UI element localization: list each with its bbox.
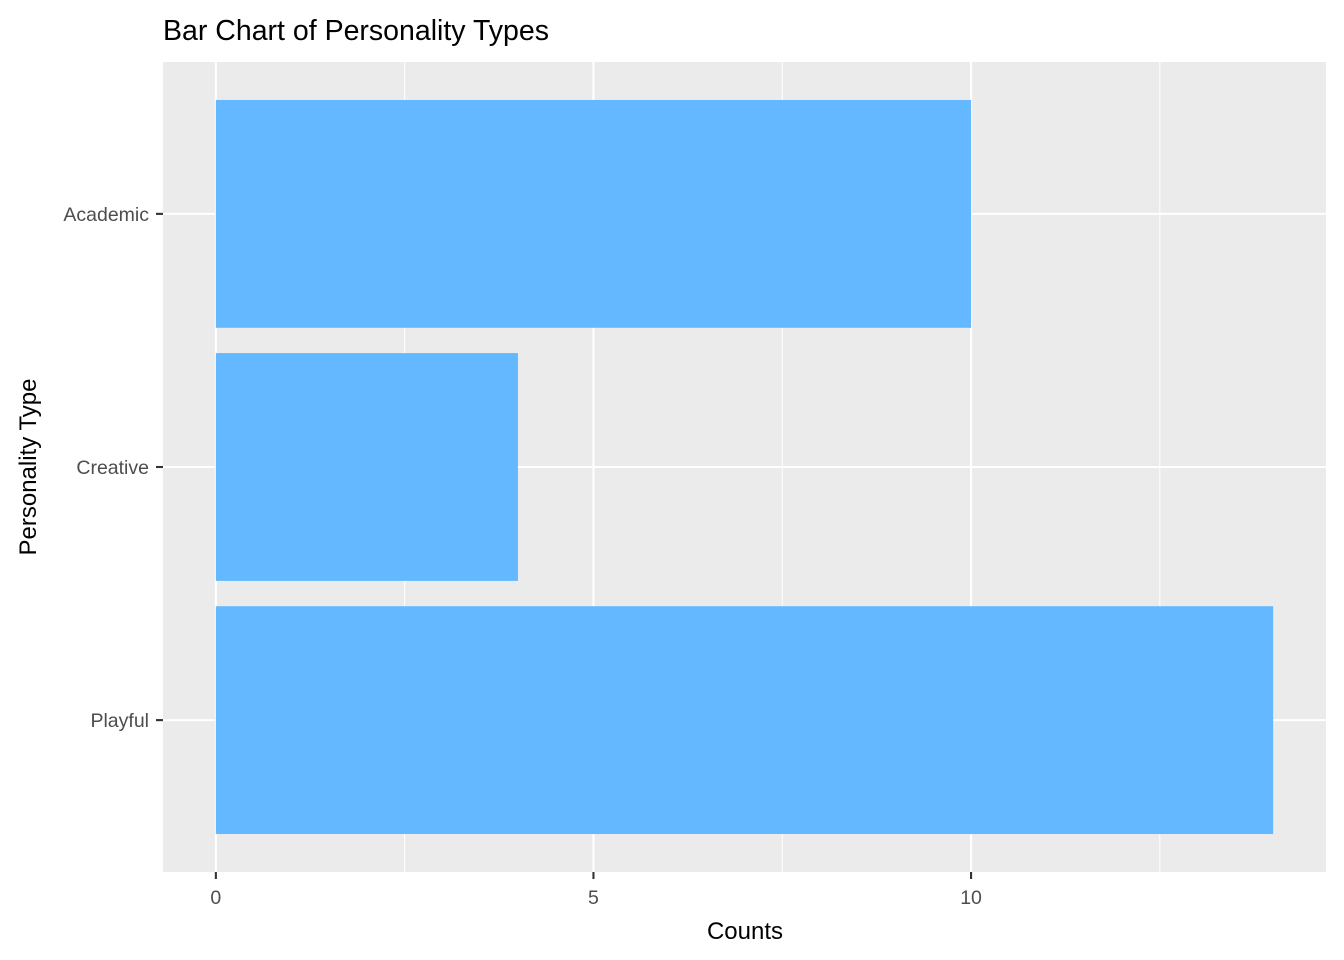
x-tick-label: 10	[960, 887, 982, 909]
y-tick-label: Playful	[90, 710, 149, 732]
x-tick-label: 0	[210, 887, 221, 909]
bar-academic	[215, 99, 972, 328]
chart-title: Bar Chart of Personality Types	[163, 15, 549, 47]
y-tick-label: Academic	[63, 204, 149, 226]
y-axis: Academic Creative Playful	[63, 204, 163, 732]
bars	[215, 99, 1274, 835]
bar-creative	[215, 353, 518, 581]
x-axis: 0 5 10	[210, 872, 982, 909]
y-tick-label: Creative	[76, 457, 149, 479]
y-axis-title: Personality Type	[15, 379, 42, 556]
bar-playful	[215, 606, 1274, 835]
x-axis-title: Counts	[707, 918, 783, 945]
x-tick-label: 5	[588, 887, 599, 909]
